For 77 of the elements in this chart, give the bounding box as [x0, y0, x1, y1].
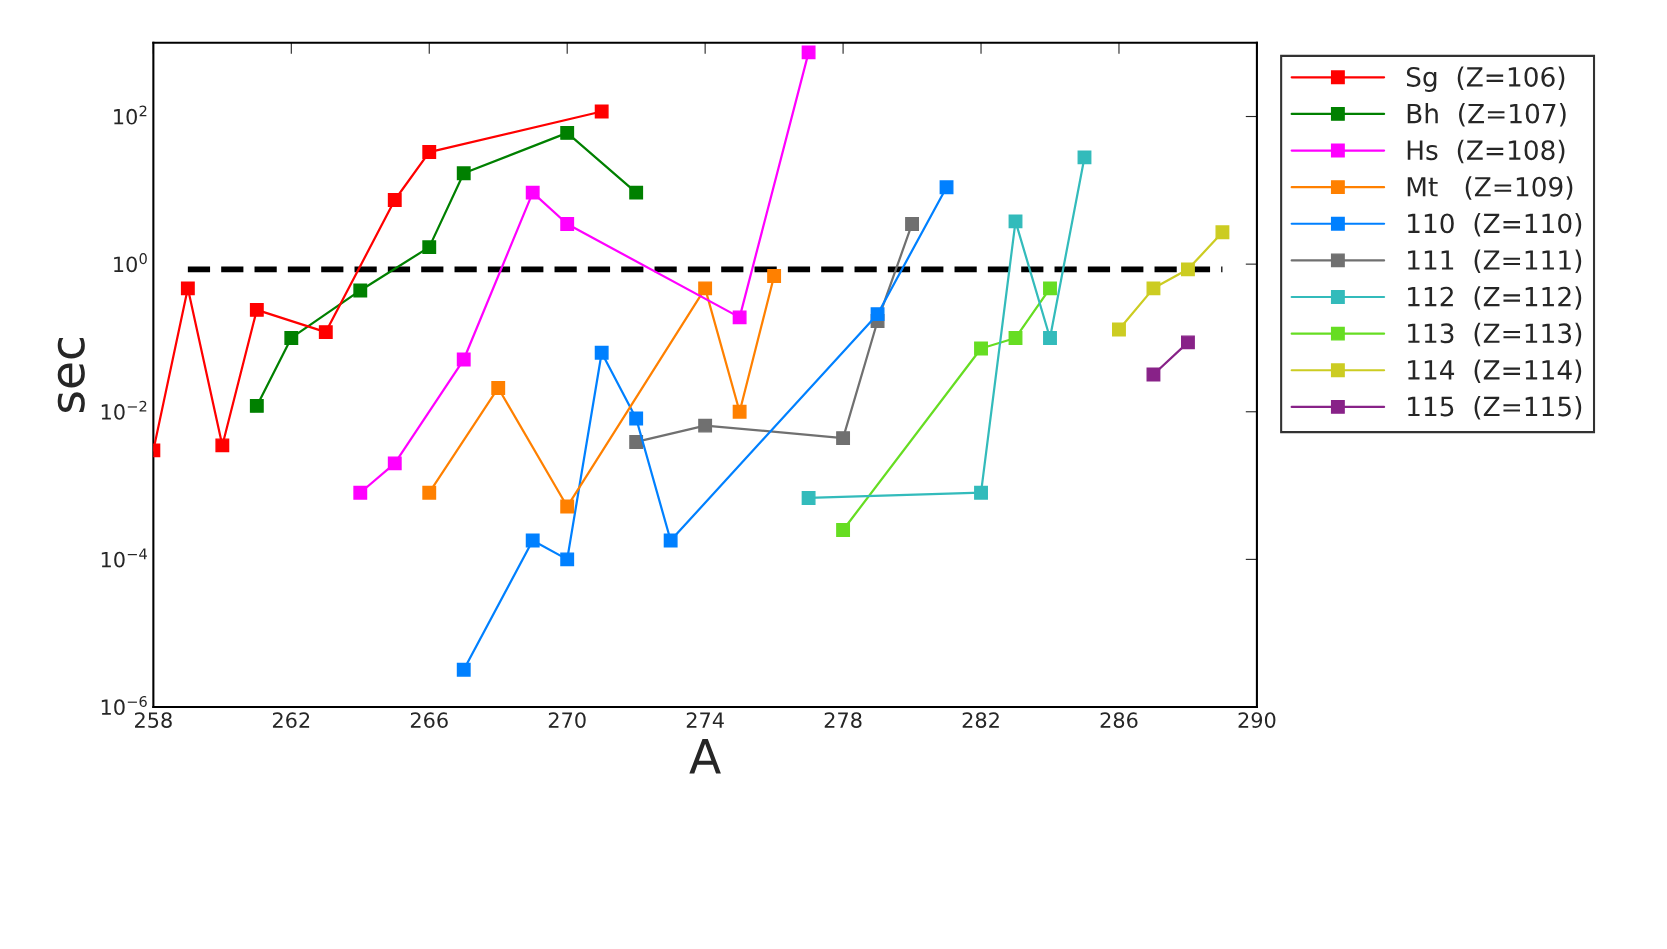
point [1112, 322, 1126, 337]
point [491, 381, 506, 395]
y-tick-label: 10$^{−2}$ [101, 400, 147, 420]
point [974, 485, 988, 500]
point [939, 180, 954, 195]
point [525, 185, 540, 200]
point [456, 166, 471, 181]
x-tick-label: 274 [686, 712, 724, 728]
x-axis-title: A [689, 739, 721, 774]
point [353, 283, 368, 298]
point [318, 325, 333, 340]
legend-label: 111 (Z=111) [1408, 249, 1582, 274]
point [836, 431, 851, 446]
point [1146, 281, 1161, 296]
point [1215, 225, 1230, 240]
legend-label: Sg (Z=106) [1406, 66, 1565, 92]
point [284, 331, 299, 345]
point [1043, 281, 1057, 296]
x-tick-label: 270 [548, 712, 586, 728]
y-axis-title: sec [57, 337, 85, 413]
point [629, 411, 644, 426]
point [422, 145, 437, 160]
point [215, 438, 230, 453]
point [1181, 262, 1195, 277]
point [560, 499, 575, 514]
x-tick-label: 262 [272, 712, 310, 728]
legend-label: Hs (Z=108) [1407, 139, 1565, 164]
point [732, 310, 747, 325]
point [525, 533, 540, 548]
y-tick-label: 10$^{2}$ [114, 105, 147, 125]
point [560, 125, 575, 140]
point [249, 302, 264, 317]
x-tick-label: 266 [410, 712, 448, 728]
point [560, 552, 575, 567]
point [732, 404, 747, 419]
point [801, 490, 816, 505]
point [870, 307, 885, 322]
point [663, 533, 678, 548]
point [629, 434, 644, 449]
point [387, 193, 402, 207]
point [456, 352, 471, 367]
x-tick-label: 290 [1238, 712, 1276, 728]
point [180, 281, 195, 296]
point [1008, 214, 1023, 229]
x-tick-label: 282 [962, 712, 999, 728]
point [974, 341, 988, 356]
legend-label: 112 (Z=112) [1408, 286, 1582, 310]
x-tick-label: 286 [1100, 712, 1138, 728]
y-tick-label: 10$^{−4}$ [101, 548, 147, 568]
point [422, 240, 437, 255]
legend-label: Mt (Z=109) [1407, 176, 1573, 200]
point [905, 217, 920, 231]
legend-label: Bh (Z=107) [1407, 103, 1566, 127]
point [698, 418, 713, 433]
legend-label: 114 (Z=114) [1408, 359, 1582, 383]
point [249, 398, 264, 413]
x-tick-label: 278 [824, 712, 862, 728]
point [1043, 331, 1057, 345]
point [801, 45, 816, 60]
point [594, 345, 609, 360]
point [387, 456, 402, 471]
point [698, 281, 713, 296]
point [629, 185, 644, 200]
legend-label: 113 (Z=113) [1408, 322, 1582, 347]
point [456, 662, 471, 677]
y-tick-label: 10$^{0}$ [114, 253, 147, 273]
point [560, 217, 575, 231]
point [1077, 150, 1092, 165]
point [1181, 335, 1195, 350]
legend-label: 110 (Z=110) [1408, 212, 1582, 237]
point [767, 269, 782, 283]
point [353, 485, 368, 500]
legend-label: 115 (Z=115) [1408, 396, 1582, 420]
point [1008, 331, 1023, 345]
point [422, 485, 437, 500]
point [594, 104, 609, 119]
point [836, 523, 851, 537]
